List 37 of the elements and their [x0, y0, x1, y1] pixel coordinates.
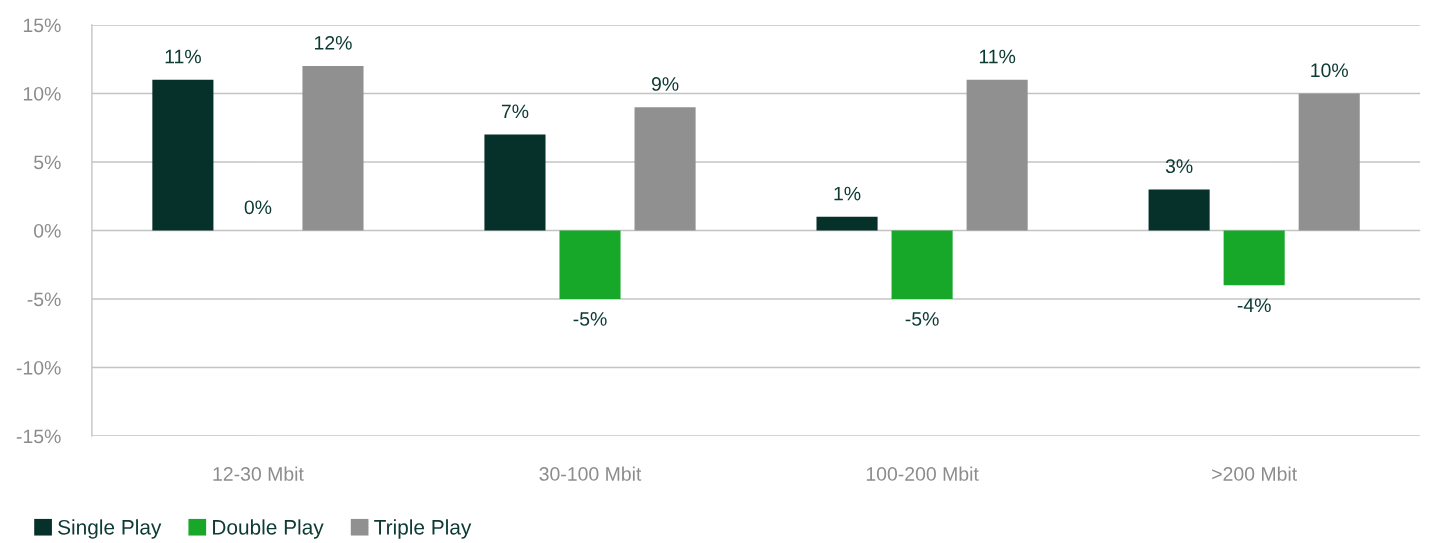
- legend-label: Triple Play: [374, 519, 472, 539]
- x-tick-label: 100-200 Mbit: [866, 466, 979, 481]
- y-tick-label: 15%: [23, 18, 61, 33]
- bar: [1298, 93, 1360, 231]
- bar: [302, 66, 364, 231]
- y-tick-label: -15%: [16, 429, 61, 444]
- data-label: 10%: [1311, 63, 1348, 78]
- y-tick-label: 5%: [34, 155, 61, 170]
- bar: [816, 216, 878, 231]
- bar: [1223, 230, 1285, 286]
- bar: [1148, 189, 1210, 231]
- data-label: 0%: [244, 200, 272, 215]
- data-label: 3%: [1165, 159, 1193, 174]
- x-tick-label: 30-100 Mbit: [539, 466, 642, 481]
- bar: [891, 230, 953, 300]
- data-label: -4%: [1237, 298, 1271, 313]
- bar: [484, 134, 546, 231]
- y-tick-label: 0%: [34, 223, 61, 238]
- x-tick-label: >200 Mbit: [1212, 466, 1297, 481]
- data-label: 11%: [165, 49, 201, 64]
- data-label: 1%: [834, 186, 861, 201]
- bar: [966, 79, 1028, 231]
- y-tick-label: 10%: [23, 86, 61, 101]
- x-tick-label: 12-30 Mbit: [213, 466, 304, 481]
- bar: [152, 79, 214, 231]
- y-tick-label: -10%: [16, 360, 61, 375]
- y-tick-label: -5%: [27, 292, 61, 307]
- data-label: 11%: [979, 49, 1016, 64]
- data-label: 9%: [651, 77, 679, 91]
- legend-label: Single Play: [58, 519, 162, 539]
- bar: [634, 107, 696, 231]
- bar: [559, 230, 621, 300]
- data-label: -5%: [573, 312, 607, 326]
- legend-label: Double Play: [213, 519, 324, 539]
- data-label: -5%: [905, 312, 939, 326]
- data-label: 12%: [315, 35, 352, 50]
- data-label: 7%: [501, 104, 529, 119]
